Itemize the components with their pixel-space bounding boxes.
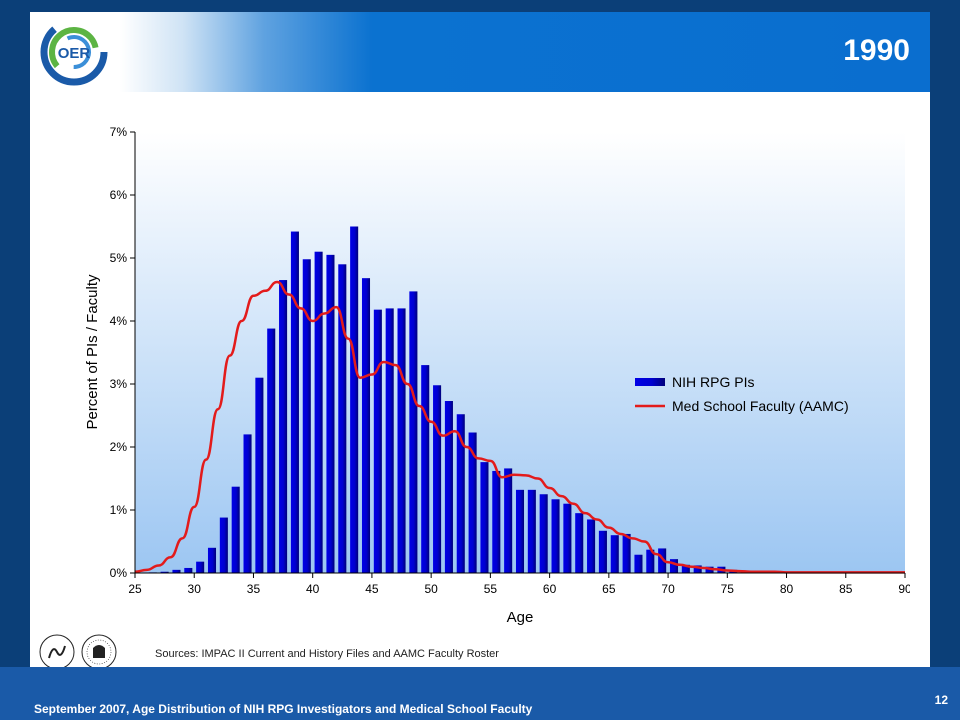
bar-age-41	[326, 254, 335, 573]
bar-age-69	[658, 548, 667, 573]
legend-label-aamc: Med School Faculty (AAMC)	[672, 398, 849, 414]
oer-logo: OER	[40, 18, 108, 86]
bar-age-63	[587, 519, 596, 573]
footer-text: September 2007, Age Distribution of NIH …	[34, 702, 533, 716]
bar-age-30	[196, 561, 205, 573]
x-tick-label: 70	[661, 582, 675, 596]
bar-age-46	[385, 308, 394, 573]
y-tick-label: 3%	[110, 377, 128, 391]
y-axis-label: Percent of PIs / Faculty	[84, 274, 101, 430]
bar-age-68	[646, 549, 655, 573]
bar-age-35	[255, 377, 264, 573]
logo-text: OER	[58, 45, 91, 62]
bar-age-67	[634, 554, 643, 573]
bar-age-62	[575, 513, 584, 573]
bar-age-33	[231, 486, 240, 573]
bar-age-59	[539, 494, 548, 573]
y-tick-label: 4%	[110, 314, 128, 328]
bar-age-52	[456, 414, 465, 573]
bar-age-45	[373, 309, 382, 573]
bar-age-64	[598, 530, 607, 573]
y-tick-label: 1%	[110, 503, 128, 517]
x-tick-label: 80	[780, 582, 794, 596]
y-tick-label: 0%	[110, 566, 128, 580]
bar-age-47	[397, 308, 406, 573]
x-axis-label: Age	[507, 609, 534, 626]
x-tick-label: 55	[484, 582, 498, 596]
bar-age-37	[279, 280, 288, 573]
hhs-nih-seals	[39, 634, 117, 670]
x-tick-label: 40	[306, 582, 320, 596]
x-tick-label: 75	[721, 582, 735, 596]
bar-age-42	[338, 264, 347, 573]
bar-age-50	[433, 385, 442, 573]
bar-age-39	[302, 259, 311, 573]
x-tick-label: 85	[839, 582, 853, 596]
bar-age-32	[219, 517, 228, 573]
bar-age-54	[480, 462, 489, 573]
bar-age-28	[172, 569, 181, 573]
bar-age-44	[361, 278, 371, 573]
y-tick-label: 2%	[110, 440, 128, 454]
bar-age-40	[314, 251, 323, 573]
bar-age-71	[681, 564, 690, 573]
bar-age-49	[421, 365, 430, 573]
x-tick-label: 25	[128, 582, 142, 596]
x-tick-label: 50	[424, 582, 438, 596]
bar-age-58	[527, 489, 536, 573]
x-tick-label: 30	[188, 582, 202, 596]
x-tick-label: 45	[365, 582, 379, 596]
bar-age-38	[290, 231, 299, 573]
x-tick-label: 35	[247, 582, 261, 596]
slide-frame: OER 1990 0% 1% 2% 3% 4% 5% 6% 7% 25 30 35 40 45 50 55…	[30, 12, 930, 670]
series-line-aamc	[134, 280, 905, 574]
bar-age-55	[492, 470, 501, 573]
age-distribution-chart: 0% 1% 2% 3% 4% 5% 6% 7% 25 30 35 40 45 50 55 60 65 70 75 8…	[84, 125, 910, 626]
bar-age-48	[409, 291, 418, 573]
bar-age-57	[515, 489, 525, 573]
bar-age-27	[160, 571, 169, 573]
bar-age-34	[243, 434, 252, 573]
bar-age-70	[669, 559, 679, 573]
slide-title: 1990	[843, 34, 910, 67]
x-tick-label: 60	[543, 582, 557, 596]
bar-age-31	[207, 547, 217, 573]
footer-bar	[0, 667, 960, 720]
bar-age-53	[468, 432, 477, 573]
y-tick-label: 6%	[110, 188, 128, 202]
bar-age-65	[610, 535, 619, 573]
bar-age-43	[350, 226, 359, 573]
bar-age-36	[267, 328, 276, 573]
slide-header: OER 1990	[30, 12, 930, 92]
page-number: 12	[934, 693, 948, 707]
legend-swatch-nih	[635, 378, 665, 386]
legend-label-nih: NIH RPG PIs	[672, 374, 754, 390]
x-tick-label: 65	[602, 582, 616, 596]
bar-age-72	[693, 565, 702, 573]
bar-age-61	[563, 503, 572, 573]
bar-age-66	[622, 533, 631, 573]
sources-note: Sources: IMPAC II Current and History Fi…	[155, 648, 499, 660]
bar-age-51	[444, 401, 453, 573]
bar-age-29	[184, 567, 193, 573]
x-tick-label: 90	[898, 582, 910, 596]
y-tick-label: 7%	[110, 125, 128, 139]
bar-age-56	[504, 468, 513, 573]
bar-age-60	[551, 499, 560, 573]
legend: NIH RPG PIs Med School Faculty (AAMC)	[635, 374, 849, 414]
y-tick-label: 5%	[110, 251, 128, 265]
